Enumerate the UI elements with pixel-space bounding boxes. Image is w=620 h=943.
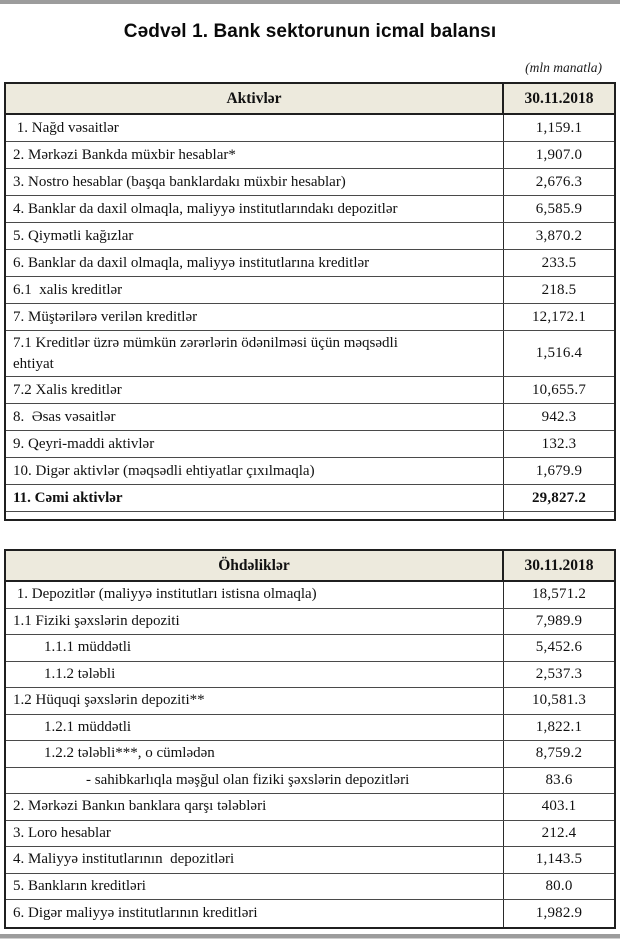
document-title: Cədvəl 1. Bank sektorunun icmal balansı: [123, 21, 497, 42]
row-label: 7.2 Xalis kreditlər: [6, 377, 504, 403]
table-row: 1.1.2 tələbli 2,537.3: [6, 661, 614, 688]
table-row: 10. Digər aktivlər (məqsədli ehtiyatlar …: [6, 458, 614, 485]
row-value: 18,571.2: [531, 586, 587, 603]
table-row: 5. Bankların kreditləri 80.0: [6, 873, 614, 900]
row-label: 1.2 Hüquqi şəxslərin depoziti**: [6, 688, 504, 714]
table-row: 1.1.1 müddətli 5,452.6: [6, 635, 614, 662]
row-label: 5. Qiymətli kağızlar: [6, 223, 504, 249]
table-row: 1. Nağd vəsaitlər 1,159.1: [6, 115, 614, 142]
table-row: 4. Banklar da daxil olmaqla, maliyyə ins…: [6, 196, 614, 223]
row-label: 2. Mərkəzi Bankın banklara qarşı tələblə…: [6, 794, 504, 820]
table-row: 9. Qeyri-maddi aktivlər 132.3: [6, 431, 614, 458]
row-label: 1.1.1 müddətli: [6, 635, 504, 661]
table-row: 7.1 Kreditlər üzrə mümkün zərərlərin ödə…: [6, 331, 614, 377]
row-label: 1. Nağd vəsaitlər: [6, 115, 504, 141]
table-row: 7.2 Xalis kreditlər 10,655.7: [6, 377, 614, 404]
row-label: 3. Loro hesablar: [6, 820, 504, 846]
row-value: 29,827.2: [531, 489, 587, 506]
row-value: [504, 512, 614, 519]
row-label: 7. Müştərilərə verilən kreditlər: [6, 304, 504, 330]
row-label: 9. Qeyri-maddi aktivlər: [6, 431, 504, 457]
row-value: 2,676.3: [535, 173, 583, 190]
liabilities-table-body: 1. Depozitlər (maliyyə institutları isti…: [6, 582, 614, 927]
table-row: 1.2.1 müddətli 1,822.1: [6, 714, 614, 741]
row-label: 4. Banklar da daxil olmaqla, maliyyə ins…: [6, 196, 504, 222]
row-label: 6. Banklar da daxil olmaqla, maliyyə ins…: [6, 250, 504, 276]
table-row: 11. Cəmi aktivlər 29,827.2: [6, 485, 614, 512]
row-value: 2,537.3: [535, 665, 583, 682]
row-label: 1. Depozitlər (maliyyə institutları isti…: [6, 582, 504, 608]
row-label: 2. Mərkəzi Bankda müxbir hesablar*: [6, 142, 504, 168]
table-row: 2. Mərkəzi Bankın banklara qarşı tələblə…: [6, 794, 614, 821]
assets-header-date-cell: 30.11.2018: [524, 89, 594, 107]
row-value: 10,581.3: [531, 692, 587, 709]
top-page-edge: [0, 0, 620, 4]
row-value: 1,822.1: [535, 718, 583, 735]
row-value: 233.5: [541, 254, 577, 271]
table-row: 4. Maliyyə institutlarının depozitləri 1…: [6, 847, 614, 874]
liabilities-header-date-cell: 30.11.2018: [524, 556, 594, 574]
assets-table-body: 1. Nağd vəsaitlər 1,159.1 2. Mərkəzi Ban…: [6, 115, 614, 519]
table-row: 6. Banklar da daxil olmaqla, maliyyə ins…: [6, 250, 614, 277]
unit-note: (mln manatla): [525, 60, 602, 75]
row-label: 3. Nostro hesablar (başqa banklardakı mü…: [6, 169, 504, 195]
row-value: 1,679.9: [535, 462, 583, 479]
assets-table-header-row: Aktivlər 30.11.2018: [6, 84, 614, 115]
row-label: 4. Maliyyə institutlarının depozitləri: [6, 847, 504, 873]
row-value: 942.3: [541, 408, 577, 425]
assets-header-title-cell: Aktivlər: [6, 84, 504, 113]
table-row: 5. Qiymətli kağızlar 3,870.2: [6, 223, 614, 250]
table-row: 1. Depozitlər (maliyyə institutları isti…: [6, 582, 614, 609]
row-value: 1,159.1: [535, 119, 583, 136]
liabilities-table-header-row: Öhdəliklər 30.11.2018: [6, 551, 614, 582]
row-label: 5. Bankların kreditləri: [6, 873, 504, 899]
table-row: 6.1 xalis kreditlər 218.5: [6, 277, 614, 304]
table-row: 7. Müştərilərə verilən kreditlər 12,172.…: [6, 304, 614, 331]
row-value: 5,452.6: [535, 639, 583, 656]
row-value: 1,907.0: [535, 146, 583, 163]
row-value: 3,870.2: [535, 227, 583, 244]
row-label: 1.2.1 müddətli: [6, 714, 504, 740]
row-label: [6, 512, 504, 519]
table-row: 1.2 Hüquqi şəxslərin depoziti** 10,581.3: [6, 688, 614, 715]
row-label: 1.2.2 tələbli***, o cümlədən: [6, 741, 504, 767]
row-value: 218.5: [541, 281, 577, 298]
row-label: 8. Əsas vəsaitlər: [6, 404, 504, 430]
assets-table: Aktivlər 30.11.2018 1. Nağd vəsaitlər 1,…: [4, 82, 616, 521]
row-value: 83.6: [545, 771, 573, 788]
row-value: 1,516.4: [535, 345, 583, 361]
row-value: 1,143.5: [535, 851, 583, 868]
row-label: 11. Cəmi aktivlər: [6, 485, 504, 511]
row-label: 6.1 xalis kreditlər: [6, 277, 504, 303]
table-row: 2. Mərkəzi Bankda müxbir hesablar* 1,907…: [6, 142, 614, 169]
table-row: 8. Əsas vəsaitlər 942.3: [6, 404, 614, 431]
row-value: 6,585.9: [535, 200, 583, 217]
row-value: 212.4: [541, 824, 577, 841]
table-row: 3. Loro hesablar 212.4: [6, 820, 614, 847]
row-value: 7,989.9: [535, 612, 583, 629]
row-label: - sahibkarlıqla məşğul olan fiziki şəxsl…: [6, 767, 504, 793]
row-label: 6. Digər maliyyə institutlarının kreditl…: [6, 900, 504, 927]
row-value: 80.0: [545, 877, 573, 894]
bottom-page-edge: [0, 934, 620, 938]
table-row: [6, 512, 614, 519]
row-label: 10. Digər aktivlər (məqsədli ehtiyatlar …: [6, 458, 504, 484]
table-row: 1.2.2 tələbli***, o cümlədən 8,759.2: [6, 741, 614, 768]
row-label: 1.1.2 tələbli: [6, 661, 504, 687]
table-row: 3. Nostro hesablar (başqa banklardakı mü…: [6, 169, 614, 196]
row-label: 7.1 Kreditlər üzrə mümkün zərərlərin ödə…: [6, 331, 504, 376]
row-value: 8,759.2: [535, 745, 583, 762]
liabilities-table: Öhdəliklər 30.11.2018 1. Depozitlər (mal…: [4, 549, 616, 929]
table-row: 6. Digər maliyyə institutlarının kreditl…: [6, 900, 614, 927]
liabilities-header-title-cell: Öhdəliklər: [6, 551, 504, 580]
row-value: 1,982.9: [535, 904, 583, 921]
row-value: 403.1: [541, 798, 577, 815]
table-row: - sahibkarlıqla məşğul olan fiziki şəxsl…: [6, 767, 614, 794]
table-row: 1.1 Fiziki şəxslərin depoziti 7,989.9: [6, 608, 614, 635]
row-label: 1.1 Fiziki şəxslərin depoziti: [6, 608, 504, 634]
row-value: 132.3: [541, 435, 577, 452]
row-value: 10,655.7: [531, 381, 587, 398]
row-value: 12,172.1: [531, 308, 587, 325]
bottom-page-edge-wrap: [0, 934, 620, 938]
